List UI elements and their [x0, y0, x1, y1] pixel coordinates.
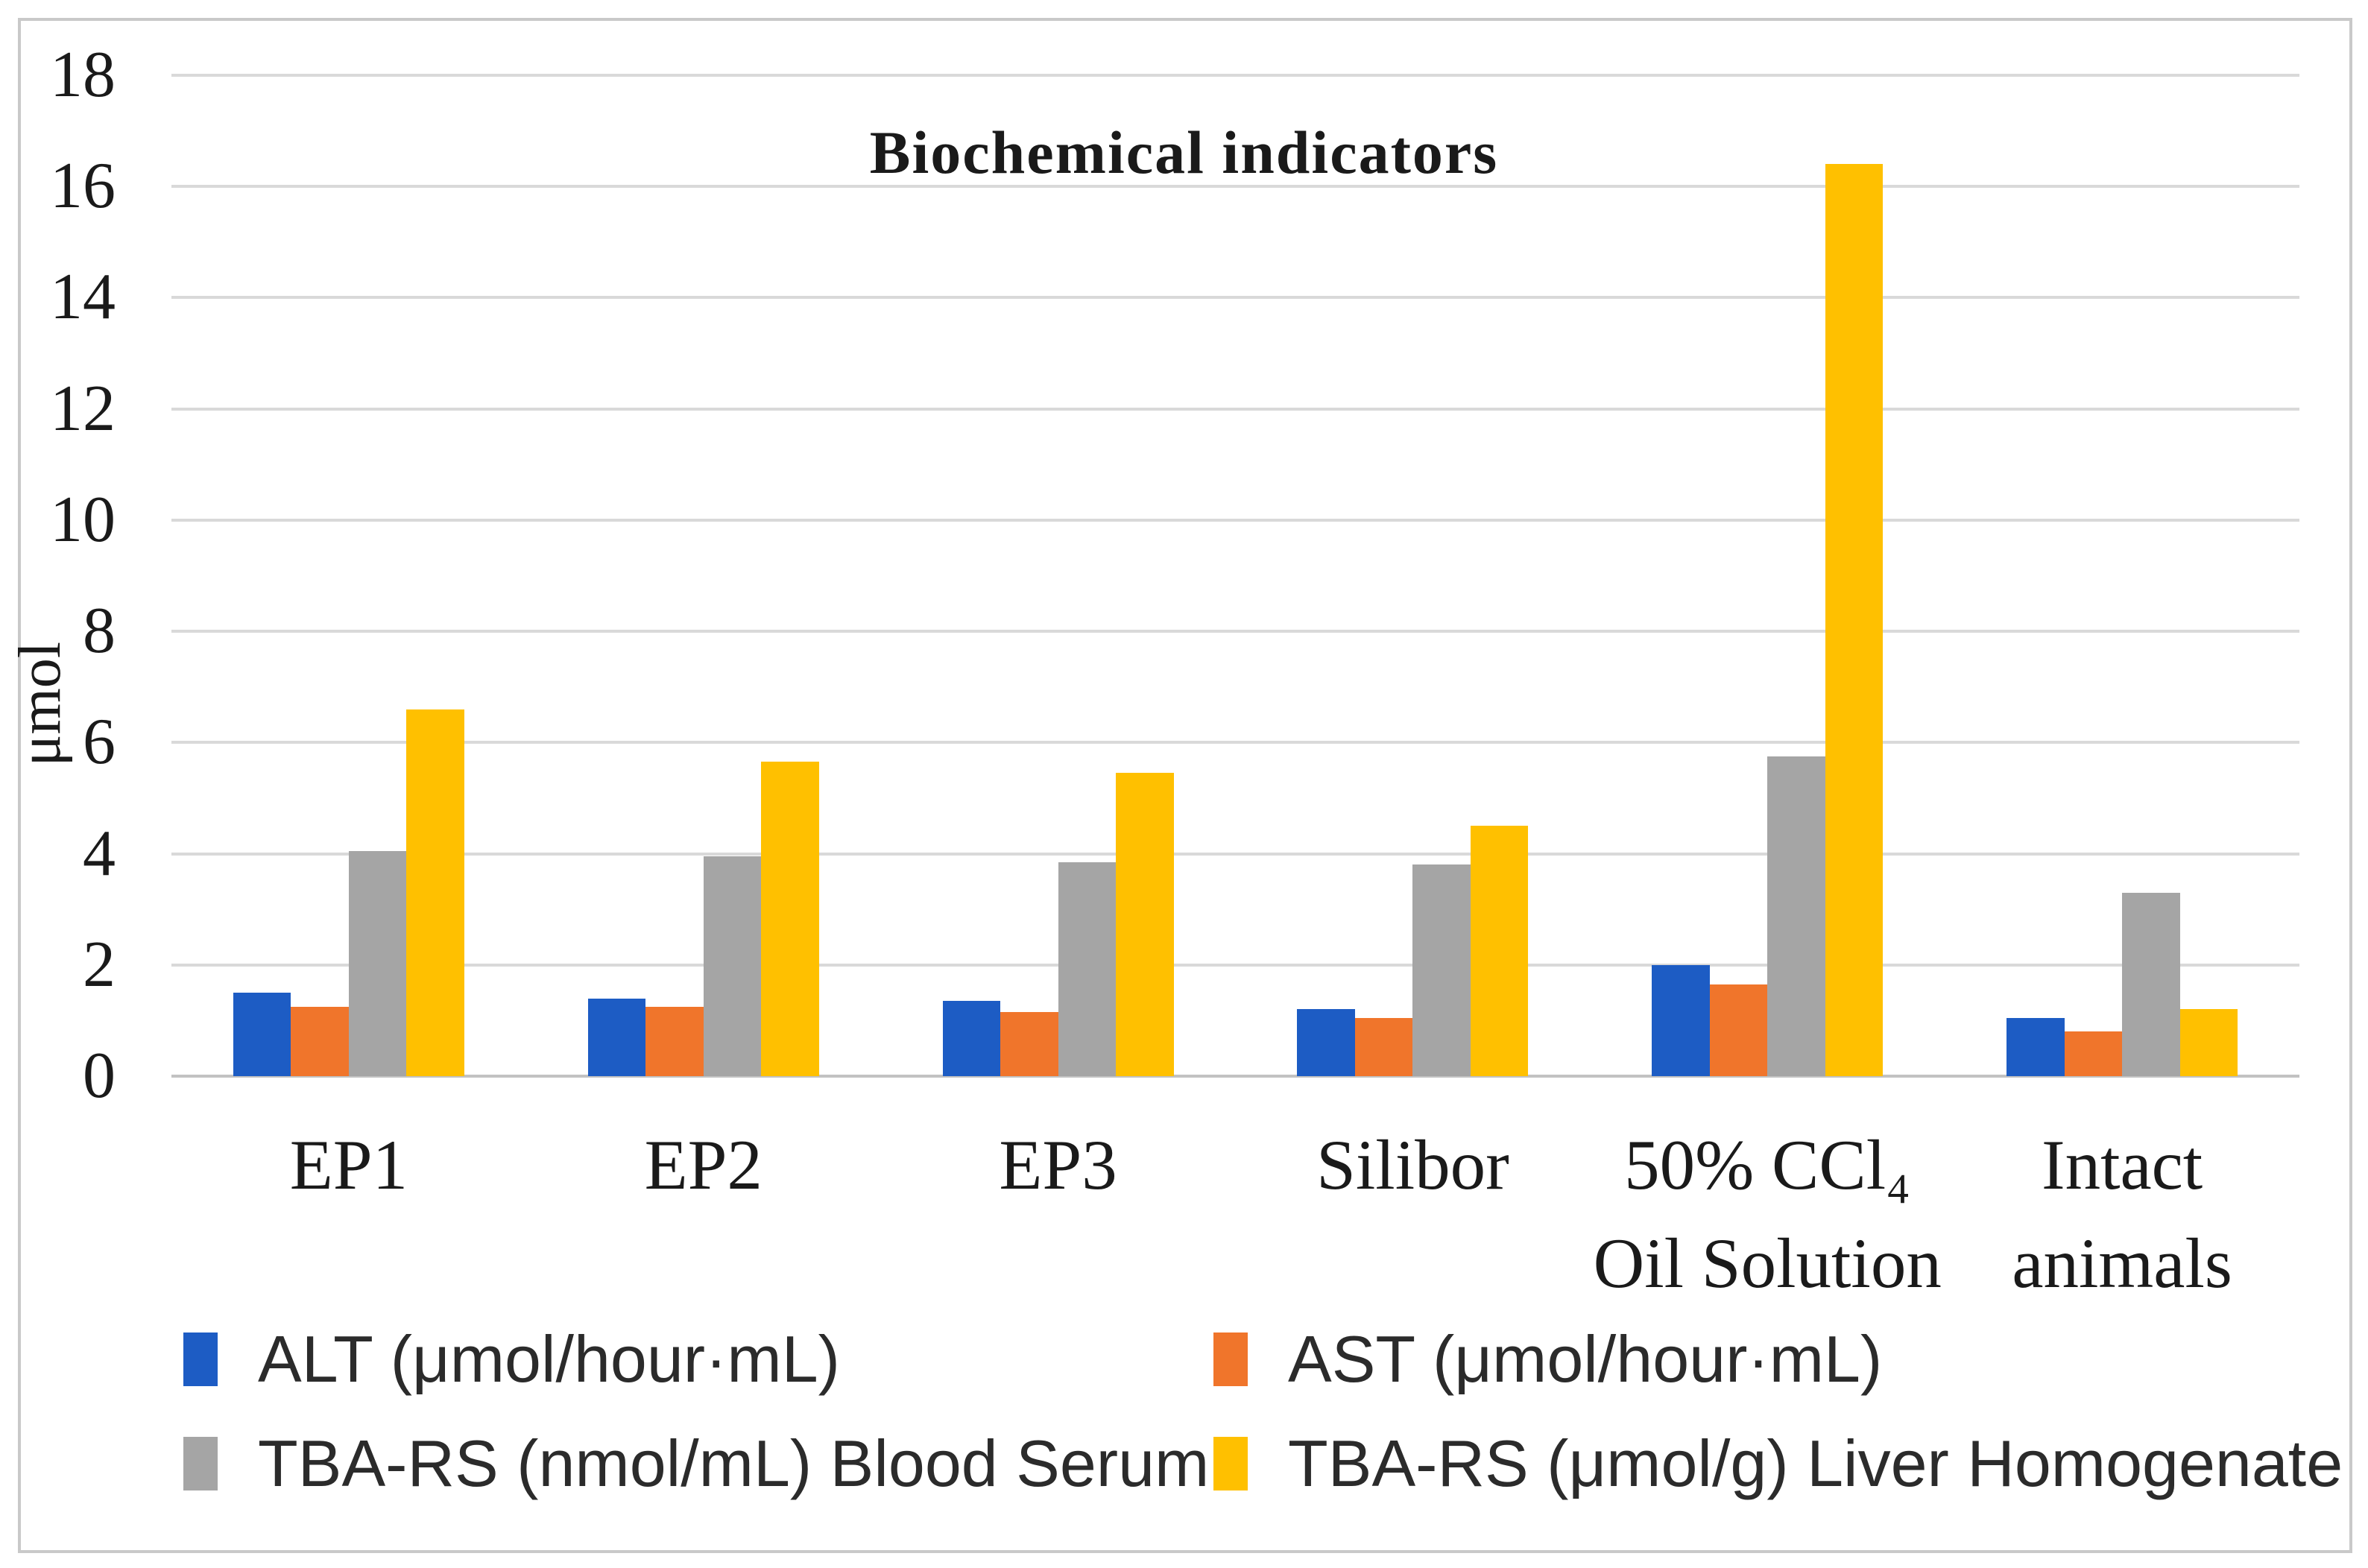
- x-category-label: EP1: [110, 1116, 587, 1214]
- bar-series-2-cat-1: [291, 1006, 349, 1076]
- legend-label: TBA-RS (nmol/mL) Blood Serum: [258, 1426, 1210, 1500]
- figure-border: [18, 18, 2352, 1553]
- bar-series-3-cat-5: [1767, 756, 1825, 1076]
- bar-series-1-cat-2: [587, 998, 646, 1076]
- bar-series-4-cat-4: [1470, 826, 1529, 1076]
- gridline: [171, 741, 2299, 745]
- legend-swatch-icon: [183, 1333, 218, 1386]
- gridline: [171, 518, 2299, 522]
- legend-item: AST (μmol/hour·mL): [1213, 1318, 1882, 1401]
- gridline: [171, 852, 2299, 856]
- chart-title: Biochemical indicators: [869, 118, 1499, 186]
- bar-series-3-cat-1: [348, 850, 407, 1076]
- bar-series-2-cat-6: [2064, 1031, 2123, 1076]
- x-category-label-line: EP2: [644, 1125, 763, 1204]
- x-category-label-line: EP3: [999, 1125, 1117, 1204]
- y-tick-label: 6: [83, 706, 116, 779]
- y-tick-label: 18: [50, 39, 116, 111]
- bar-series-1-cat-3: [942, 1001, 1001, 1076]
- legend-label: ALT (μmol/hour·mL): [258, 1322, 840, 1396]
- x-category-label: Intact animals: [1884, 1116, 2361, 1312]
- x-category-label: EP3: [820, 1116, 1297, 1214]
- x-category-label-line: Oil Solution: [1593, 1224, 1942, 1303]
- bar-series-1-cat-6: [2007, 1017, 2065, 1076]
- bar-series-3-cat-2: [703, 856, 762, 1076]
- bar-series-2-cat-3: [1000, 1012, 1058, 1076]
- bar-series-4-cat-6: [2179, 1009, 2238, 1076]
- bar-series-1-cat-5: [1652, 964, 1710, 1076]
- legend-swatch-icon: [1213, 1437, 1248, 1490]
- bar-series-1-cat-4: [1297, 1009, 1355, 1076]
- gridline: [171, 407, 2299, 411]
- y-tick-label: 12: [50, 372, 116, 445]
- legend-label: TBA-RS (μmol/g) Liver Homogenate: [1288, 1426, 2343, 1500]
- x-category-label-line: animals: [2012, 1224, 2232, 1303]
- x-category-label: 50% CCl₄ Oil Solution: [1529, 1116, 2006, 1312]
- x-category-label-line: Intact: [2041, 1125, 2203, 1204]
- bar-series-2-cat-2: [645, 1006, 704, 1076]
- x-category-label: EP2: [465, 1116, 942, 1214]
- y-tick-label: 10: [50, 483, 116, 556]
- bar-series-2-cat-5: [1709, 984, 1768, 1076]
- bar-series-3-cat-6: [2122, 892, 2180, 1076]
- legend-label: AST (μmol/hour·mL): [1288, 1322, 1883, 1396]
- x-axis-line: [171, 1075, 2299, 1078]
- legend-item: ALT (μmol/hour·mL): [183, 1318, 840, 1401]
- y-tick-label: 0: [83, 1040, 116, 1112]
- y-tick-label: 8: [83, 595, 116, 668]
- y-tick-label: 2: [83, 928, 116, 1001]
- x-category-label: Silibor: [1174, 1116, 1651, 1214]
- gridline: [171, 630, 2299, 633]
- legend-item: TBA-RS (μmol/g) Liver Homogenate: [1213, 1422, 2343, 1505]
- y-tick-label: 4: [83, 817, 116, 890]
- x-category-label-line: Silibor: [1316, 1125, 1509, 1204]
- bar-series-2-cat-4: [1354, 1017, 1413, 1076]
- bar-series-3-cat-3: [1058, 862, 1117, 1076]
- gridline: [171, 963, 2299, 967]
- x-category-label-line: EP1: [289, 1125, 408, 1204]
- legend-swatch-icon: [183, 1437, 218, 1490]
- bar-series-3-cat-4: [1412, 864, 1471, 1076]
- y-tick-label: 14: [50, 261, 116, 334]
- gridline: [171, 185, 2299, 189]
- x-category-label-line: 50% CCl₄: [1624, 1125, 1911, 1204]
- legend-swatch-icon: [1213, 1333, 1248, 1386]
- bar-series-4-cat-3: [1116, 773, 1174, 1076]
- y-tick-label: 16: [50, 150, 116, 223]
- legend-item: TBA-RS (nmol/mL) Blood Serum: [183, 1422, 1209, 1505]
- gridline: [171, 296, 2299, 300]
- bar-series-1-cat-1: [233, 993, 291, 1076]
- bar-series-4-cat-5: [1825, 164, 1884, 1076]
- bar-series-4-cat-1: [406, 709, 464, 1076]
- gridline: [171, 74, 2299, 77]
- bar-series-4-cat-2: [761, 762, 819, 1076]
